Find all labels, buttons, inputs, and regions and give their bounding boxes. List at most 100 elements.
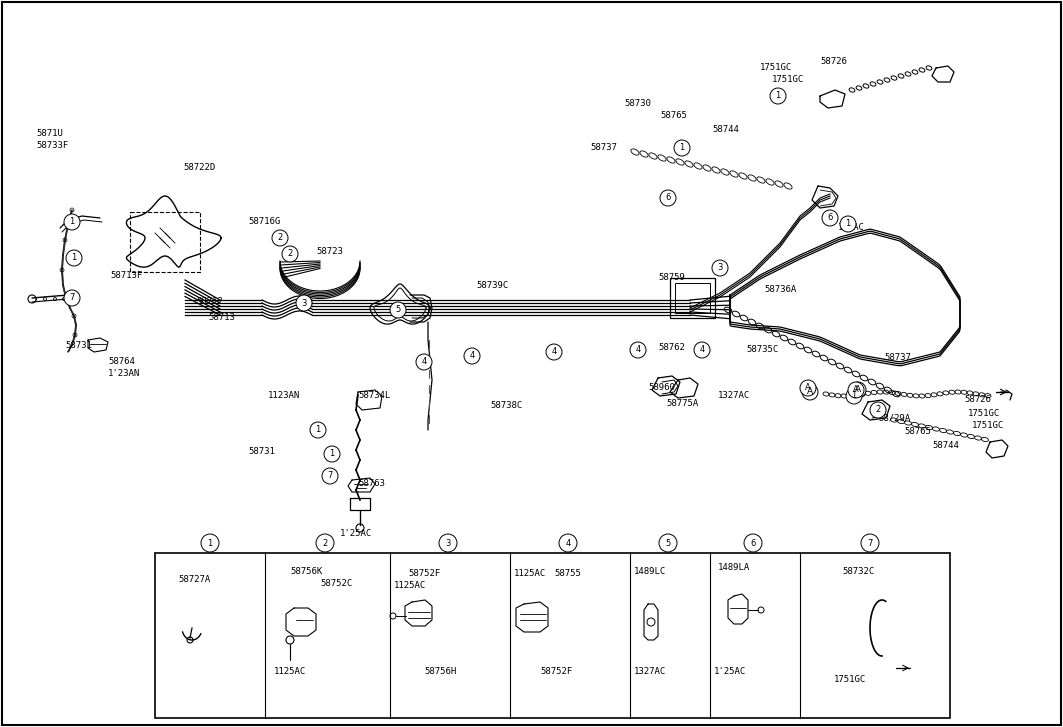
Circle shape [647, 618, 655, 626]
Text: 1'25AC: 1'25AC [714, 667, 746, 677]
Text: 58713F: 58713F [109, 271, 142, 281]
Circle shape [70, 208, 74, 212]
Text: 58727A: 58727A [178, 576, 210, 585]
Text: A: A [855, 385, 861, 395]
Circle shape [694, 342, 710, 358]
Circle shape [63, 238, 67, 242]
Text: 3: 3 [301, 299, 307, 308]
Text: 58765: 58765 [904, 427, 931, 436]
Text: 1'25AC: 1'25AC [340, 529, 372, 539]
Circle shape [660, 190, 676, 206]
Circle shape [850, 382, 866, 398]
Circle shape [356, 524, 364, 532]
Circle shape [66, 250, 82, 266]
Circle shape [439, 534, 457, 552]
Text: 58775A: 58775A [667, 400, 698, 409]
Text: A: A [854, 385, 859, 395]
Text: 1123AN: 1123AN [268, 392, 300, 401]
Circle shape [802, 384, 819, 400]
Text: 1125AC: 1125AC [274, 667, 306, 677]
Text: 58752F: 58752F [408, 569, 440, 579]
Text: 5871U: 5871U [36, 129, 63, 139]
Text: 58755: 58755 [554, 569, 580, 579]
Text: 58737: 58737 [884, 353, 911, 363]
Text: 58765: 58765 [660, 111, 687, 121]
Text: 58733F: 58733F [36, 142, 68, 150]
Circle shape [282, 246, 298, 262]
Circle shape [861, 534, 879, 552]
Circle shape [630, 342, 646, 358]
Text: 58764: 58764 [108, 358, 135, 366]
Circle shape [559, 534, 577, 552]
Circle shape [316, 534, 334, 552]
Text: 1: 1 [679, 143, 685, 153]
Text: 58734L: 58734L [358, 392, 390, 401]
Text: 1: 1 [775, 92, 780, 100]
Text: 1489LA: 1489LA [718, 563, 750, 572]
Text: 58744: 58744 [712, 126, 739, 134]
Text: 1: 1 [845, 220, 850, 228]
Circle shape [659, 534, 677, 552]
Text: 1751GC: 1751GC [972, 422, 1005, 430]
Text: 7: 7 [69, 294, 74, 302]
Text: 6: 6 [665, 193, 671, 203]
Text: 58736A: 58736A [764, 286, 796, 294]
Text: 2: 2 [322, 539, 327, 547]
Text: 7: 7 [867, 539, 873, 547]
Text: 58730: 58730 [624, 100, 651, 108]
Text: A: A [805, 384, 811, 393]
Text: 58756H: 58756H [424, 667, 456, 677]
Text: 1: 1 [330, 449, 335, 459]
Text: 1125AC: 1125AC [394, 582, 426, 590]
Circle shape [390, 302, 406, 318]
Circle shape [34, 297, 36, 300]
Circle shape [870, 402, 885, 418]
Circle shape [674, 140, 690, 156]
Text: 58722D: 58722D [183, 164, 215, 172]
Text: 58762: 58762 [658, 343, 685, 353]
Text: 58744: 58744 [932, 441, 959, 451]
Circle shape [187, 637, 193, 643]
Circle shape [465, 348, 480, 364]
Text: 58731: 58731 [65, 342, 91, 350]
Circle shape [546, 344, 562, 360]
Text: 58756K: 58756K [290, 568, 322, 577]
Text: 1'23AN: 1'23AN [108, 369, 140, 379]
Text: 58732C: 58732C [842, 568, 874, 577]
Text: 6: 6 [827, 214, 832, 222]
Text: 1: 1 [207, 539, 213, 547]
Text: 58716G: 58716G [248, 217, 281, 227]
Circle shape [201, 534, 219, 552]
Text: 58738C: 58738C [490, 401, 522, 411]
Text: 4: 4 [421, 358, 426, 366]
Circle shape [296, 295, 313, 311]
Circle shape [44, 297, 47, 300]
Circle shape [848, 382, 864, 398]
Text: 125AC: 125AC [838, 223, 865, 233]
Text: 1751GC: 1751GC [760, 63, 792, 73]
Text: 58752F: 58752F [540, 667, 572, 677]
Circle shape [822, 210, 838, 226]
Circle shape [390, 613, 396, 619]
Text: 6: 6 [750, 539, 756, 547]
Text: 1327AC: 1327AC [718, 392, 750, 401]
Text: 7: 7 [327, 472, 333, 481]
Circle shape [286, 636, 294, 644]
Text: 4: 4 [636, 345, 641, 355]
Circle shape [28, 295, 36, 303]
Text: 3: 3 [718, 263, 723, 273]
Text: 58726: 58726 [964, 395, 991, 404]
Text: 5: 5 [395, 305, 401, 315]
Text: 1: 1 [316, 425, 321, 435]
Text: 58735C: 58735C [746, 345, 778, 355]
Circle shape [744, 534, 762, 552]
Text: 1: 1 [69, 217, 74, 227]
Text: 2: 2 [875, 406, 880, 414]
Text: 58/29A: 58/29A [878, 414, 910, 422]
Bar [130, 212, 200, 272]
Text: 2: 2 [277, 233, 283, 243]
Text: 1327AC: 1327AC [634, 667, 667, 677]
Circle shape [846, 388, 862, 404]
Text: A: A [807, 387, 813, 396]
Circle shape [322, 468, 338, 484]
